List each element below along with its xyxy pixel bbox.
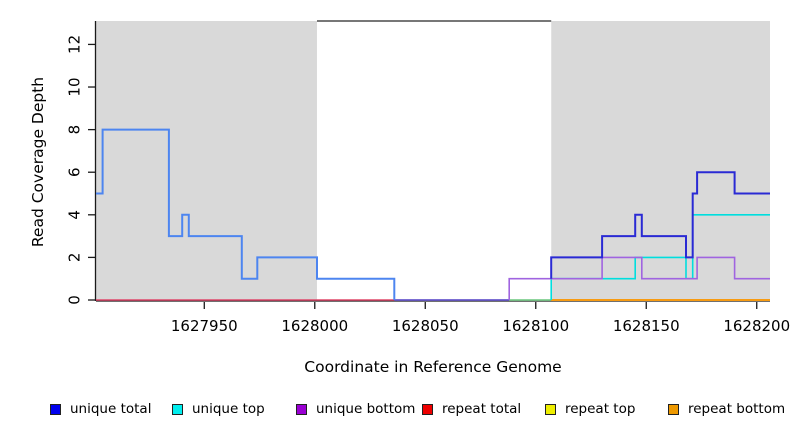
series-unique-bottom [508,256,770,300]
legend-label: unique bottom [316,401,416,417]
legend-label: unique total [70,401,152,417]
legend-swatch-icon [422,403,433,415]
legend-item-repeat-total: repeat total [422,398,521,420]
legend-item-unique-top: unique top [172,398,265,420]
y-tick-label: 4 [66,210,84,220]
x-tick-label: 1628100 [502,317,569,335]
y-tick-label: 8 [66,125,84,135]
y-tick-label: 6 [66,167,84,177]
x-tick-label: 1628000 [281,317,348,335]
x-tick-label: 1628150 [613,317,680,335]
right-repeat-region [551,21,770,300]
y-tick-label: 0 [66,295,84,305]
x-tick-label: 1628050 [392,317,459,335]
legend-item-repeat-top: repeat top [545,398,635,420]
x-tick-label: 1628200 [723,317,790,335]
legend-swatch-icon [50,403,61,415]
legend-swatch-icon [668,403,679,415]
legend-label: repeat bottom [688,401,786,417]
y-axis-title: Read Coverage Depth [29,76,47,248]
legend-item-unique-bottom: unique bottom [296,398,415,420]
x-axis-title: Coordinate in Reference Genome [304,358,562,376]
legend-label: repeat total [442,401,522,417]
legend-label: repeat top [565,401,636,417]
y-tick-label: 2 [66,253,84,263]
legend-swatch-icon [296,403,307,415]
legend-swatch-icon [545,403,556,415]
legend: unique total unique top unique bottom repea… [0,398,792,420]
y-tick-label: 10 [66,77,84,96]
series-unique-total-right [550,171,770,279]
series-unique-total-left-blend [96,128,396,300]
legend-item-unique-total: unique total [50,398,151,420]
left-repeat-region [96,21,317,300]
y-tick-label: 12 [66,35,84,54]
legend-item-repeat-bottom: repeat bottom [668,398,785,420]
legend-label: unique top [192,401,265,417]
legend-swatch-icon [172,403,183,415]
x-tick-label: 1627950 [171,317,238,335]
